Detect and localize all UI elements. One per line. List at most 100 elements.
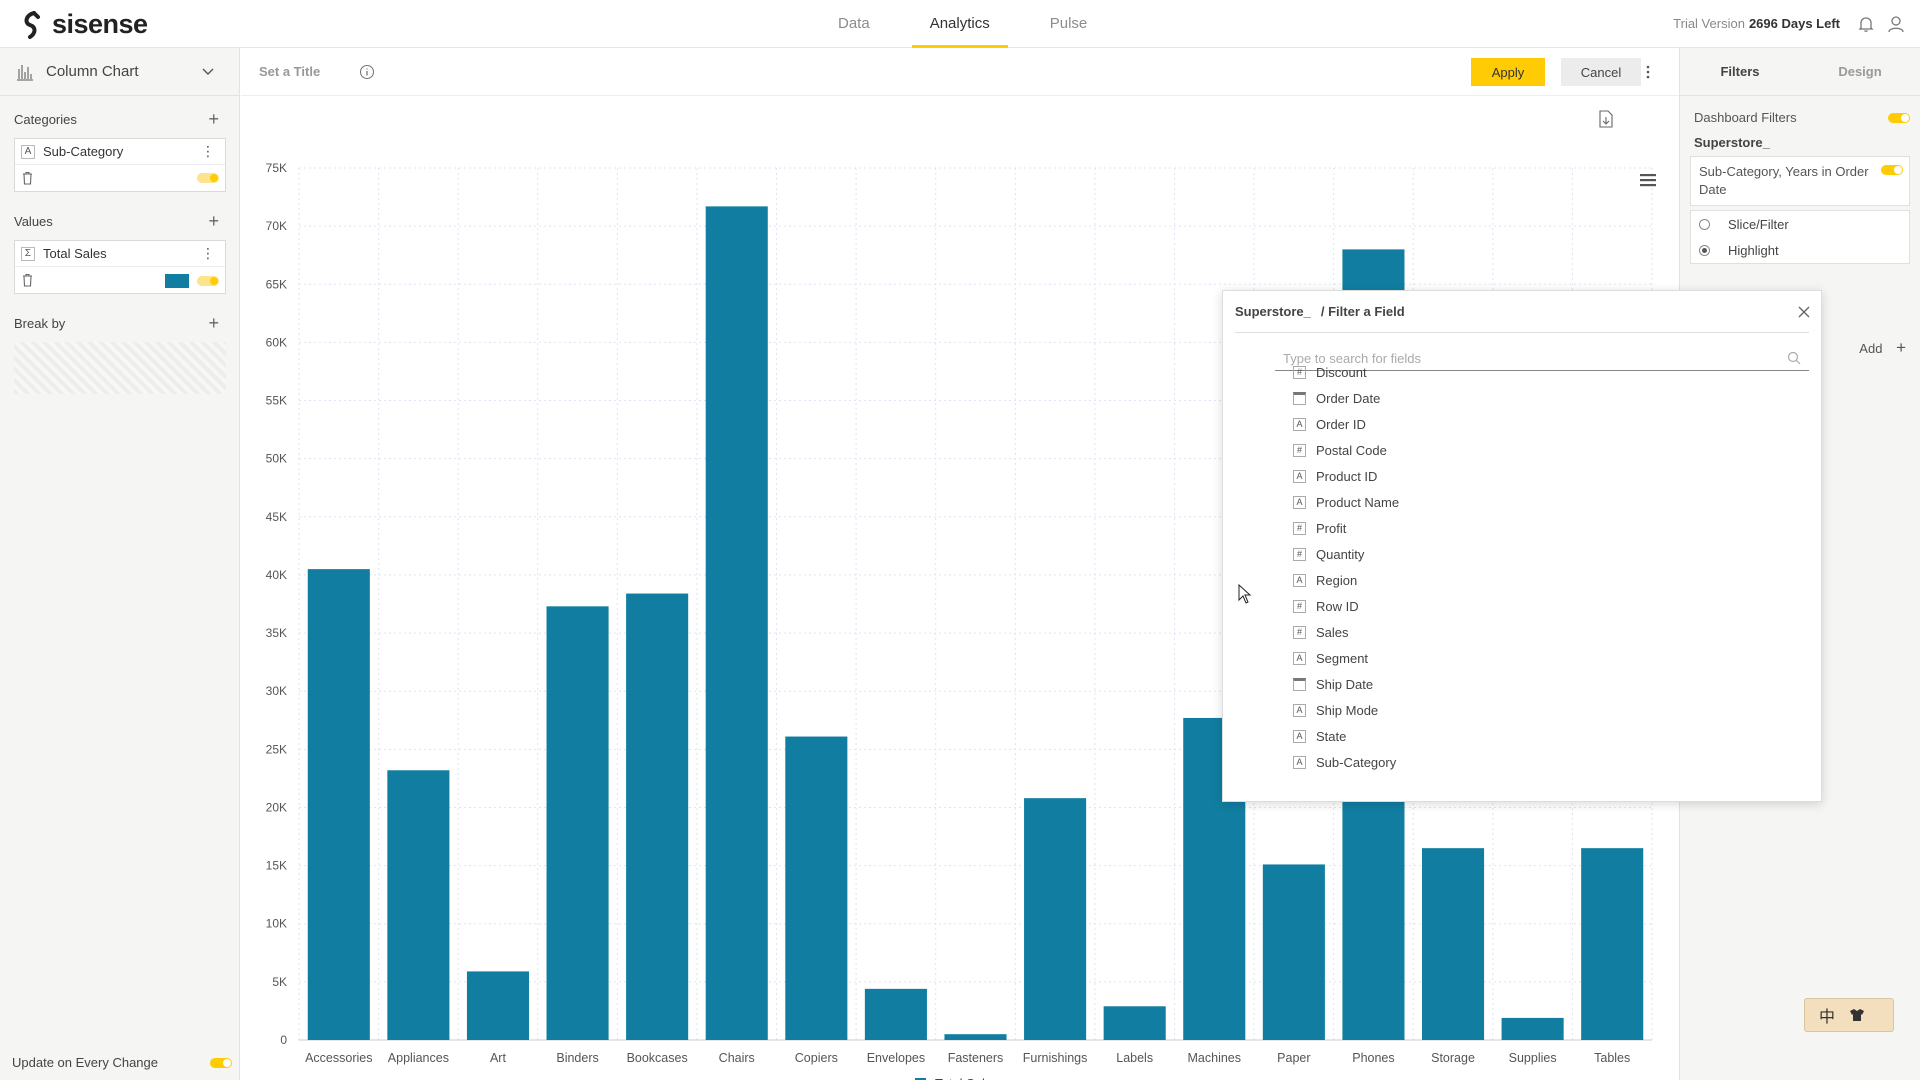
field-list-item[interactable]: A Sub-Category xyxy=(1293,749,1793,775)
x-tick-label: Bookcases xyxy=(627,1051,688,1065)
field-list-item-label: Order Date xyxy=(1316,390,1381,406)
bar xyxy=(1501,1017,1564,1040)
x-tick-label: Labels xyxy=(1116,1051,1153,1065)
ime-toolbar[interactable]: 中 xyxy=(1804,998,1894,1032)
field-list-item[interactable]: # Postal Code xyxy=(1293,437,1793,463)
add-break-by-button[interactable]: + xyxy=(208,313,219,333)
add-filter-button[interactable]: Add + xyxy=(1859,338,1906,358)
info-icon[interactable] xyxy=(359,64,375,80)
field-list-item[interactable]: A Product ID xyxy=(1293,463,1793,489)
dialog-header: Superstore_ / Filter a Field xyxy=(1235,291,1809,333)
tab-analytics[interactable]: Analytics xyxy=(911,0,1008,48)
legend-swatch xyxy=(915,1078,926,1080)
x-tick-label: Fasteners xyxy=(948,1051,1004,1065)
field-list-item[interactable]: # Row ID xyxy=(1293,593,1793,619)
filter-card-toggle[interactable] xyxy=(1881,165,1903,175)
field-list-item[interactable]: # Quantity xyxy=(1293,541,1793,567)
field-list-item[interactable]: # Discount xyxy=(1293,359,1793,385)
ime-language-label: 中 xyxy=(1819,1009,1836,1026)
text-type-icon: A xyxy=(21,144,35,159)
bar xyxy=(387,770,450,1040)
field-search-input[interactable] xyxy=(1275,347,1755,369)
field-list-item-label: Discount xyxy=(1316,364,1367,380)
option-slice-filter[interactable]: Slice/Filter xyxy=(1691,211,1909,237)
filter-field-dialog: Superstore_ / Filter a Field # Discount Ord… xyxy=(1222,290,1822,802)
top-bar: sisense Data Analytics Pulse Trial Versi… xyxy=(0,0,1920,48)
dashboard-filters-toggle[interactable] xyxy=(1888,113,1910,123)
field-list-item-label: Region xyxy=(1316,572,1358,588)
bell-icon[interactable] xyxy=(1856,14,1876,34)
trash-icon[interactable] xyxy=(21,171,34,185)
series-color-swatch[interactable] xyxy=(165,274,189,288)
x-tick-label: Storage xyxy=(1431,1051,1475,1065)
apply-button[interactable]: Apply xyxy=(1471,58,1545,86)
field-list-item-label: Row ID xyxy=(1316,598,1359,614)
field-list-item[interactable]: A Order ID xyxy=(1293,411,1793,437)
tab-pulse[interactable]: Pulse xyxy=(1049,15,1088,32)
value-field-card: Σ Total Sales ⋮ xyxy=(14,240,226,294)
field-list-item[interactable]: # Profit xyxy=(1293,515,1793,541)
value-menu-icon[interactable]: ⋮ xyxy=(201,245,215,261)
category-field-row[interactable]: A Sub-Category xyxy=(15,139,225,165)
categories-section: Categories + A Sub-Category ⋮ xyxy=(0,110,239,192)
search-icon xyxy=(1787,351,1801,365)
field-list-item[interactable]: Ship Date xyxy=(1293,671,1793,697)
dialog-datasource: Superstore_ xyxy=(1235,304,1311,319)
y-tick-label: 55K xyxy=(266,394,287,408)
tab-filters[interactable]: Filters xyxy=(1720,64,1760,79)
tab-design[interactable]: Design xyxy=(1838,64,1882,79)
field-list-item[interactable]: A Segment xyxy=(1293,645,1793,671)
field-list-item-label: Order ID xyxy=(1316,416,1366,432)
y-tick-label: 45K xyxy=(266,510,287,524)
x-tick-label: Accessories xyxy=(305,1051,372,1065)
user-icon[interactable] xyxy=(1886,14,1906,34)
value-field-row[interactable]: Σ Total Sales xyxy=(15,241,225,267)
category-field-card: A Sub-Category ⋮ xyxy=(14,138,226,192)
number-type-icon: # xyxy=(1293,599,1306,613)
category-menu-icon[interactable]: ⋮ xyxy=(201,143,215,159)
field-list-item-label: Ship Date xyxy=(1316,676,1374,692)
add-value-button[interactable]: + xyxy=(208,211,219,231)
field-list-item[interactable]: A Ship Mode xyxy=(1293,697,1793,723)
dialog-title: / Filter a Field xyxy=(1320,304,1405,319)
trial-days: 2696 Days Left xyxy=(1748,16,1840,31)
bar xyxy=(466,971,530,1040)
text-type-icon: A xyxy=(1293,651,1306,665)
field-list-item[interactable]: A Region xyxy=(1293,567,1793,593)
y-tick-label: 70K xyxy=(266,219,287,233)
filter-card[interactable]: Sub-Category, Years in Order Date xyxy=(1690,156,1910,206)
y-tick-label: 75K xyxy=(266,161,287,175)
option-highlight[interactable]: Highlight xyxy=(1691,237,1909,263)
calendar-icon xyxy=(1293,391,1306,405)
hamburger-icon-bar xyxy=(1640,179,1656,182)
value-toggle[interactable] xyxy=(197,276,219,286)
option-slice-filter-label: Slice/Filter xyxy=(1728,216,1789,232)
bar xyxy=(785,736,848,1040)
field-list-item-label: Product ID xyxy=(1316,468,1378,484)
field-list-item[interactable]: A State xyxy=(1293,723,1793,749)
chart-type-selector[interactable]: Column Chart xyxy=(0,48,239,96)
widget-title-input[interactable]: Set a Title xyxy=(259,64,321,79)
cancel-button[interactable]: Cancel xyxy=(1561,58,1641,86)
break-by-dropzone[interactable] xyxy=(14,342,226,394)
export-file-icon[interactable] xyxy=(1599,110,1613,128)
field-list-item[interactable]: Order Date xyxy=(1293,385,1793,411)
sisense-logo[interactable]: sisense xyxy=(20,9,148,40)
field-list-item[interactable]: A Product Name xyxy=(1293,489,1793,515)
mouse-cursor-icon xyxy=(1238,584,1252,604)
close-icon[interactable] xyxy=(1797,305,1811,319)
filter-card-text: Sub-Category, Years in Order Date xyxy=(1699,164,1869,197)
more-vert-icon[interactable] xyxy=(1641,62,1655,82)
number-type-icon: # xyxy=(1293,443,1306,457)
trash-icon[interactable] xyxy=(21,273,34,287)
add-category-button[interactable]: + xyxy=(208,109,219,129)
field-list-item[interactable]: # Sales xyxy=(1293,619,1793,645)
field-list-item-label: Postal Code xyxy=(1316,442,1387,458)
field-list-item-label: Segment xyxy=(1316,650,1369,666)
update-on-change-toggle[interactable] xyxy=(210,1058,232,1068)
text-type-icon: A xyxy=(1293,703,1306,717)
tab-data[interactable]: Data xyxy=(838,15,870,32)
chart-type-label: Column Chart xyxy=(46,63,139,80)
category-toggle[interactable] xyxy=(197,173,219,183)
hamburger-icon-bar xyxy=(1640,184,1656,187)
